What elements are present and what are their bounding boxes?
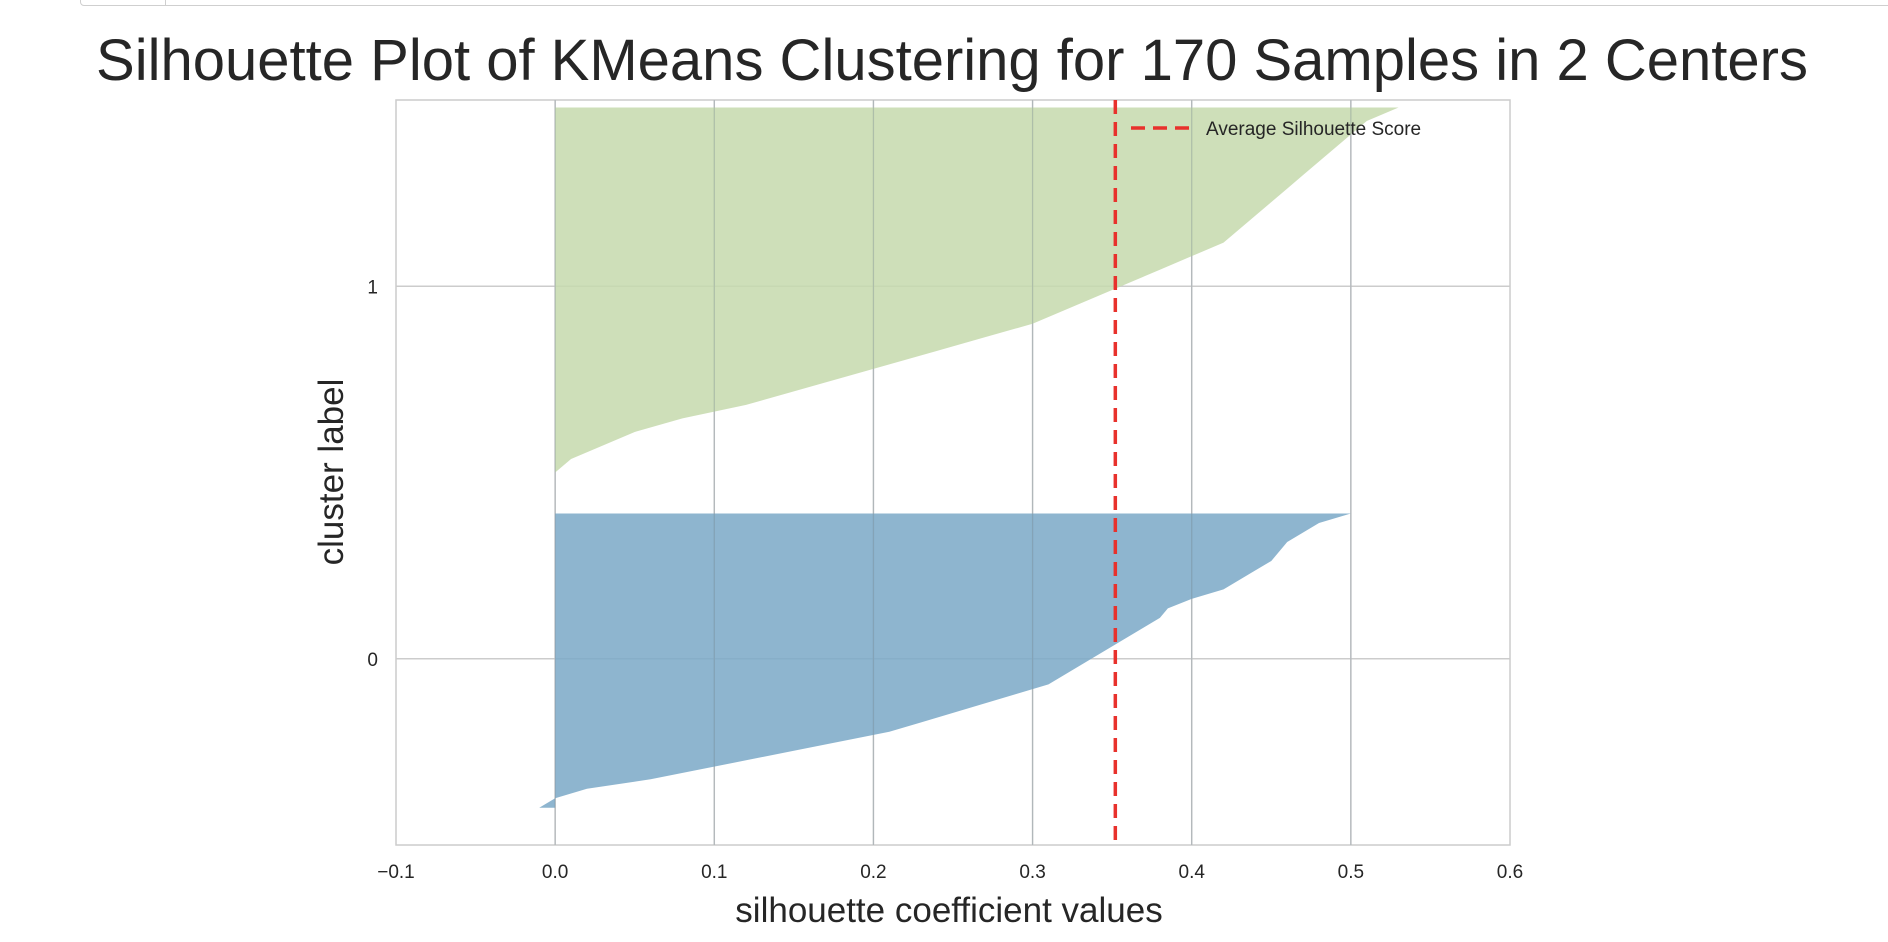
x-tick-label: 0.4 (1179, 862, 1206, 883)
y-tick-label: 0 (367, 650, 378, 671)
x-tick-label: −0.1 (377, 862, 415, 883)
x-tick-label: 0.3 (1019, 862, 1045, 883)
x-tick-label: 0.5 (1338, 862, 1364, 883)
y-tick-label: 1 (367, 277, 378, 298)
y-axis-label: cluster label (312, 379, 351, 566)
x-tick-label: 0.0 (542, 862, 568, 883)
browser-frame-divider (165, 0, 166, 6)
chart-title: Silhouette Plot of KMeans Clustering for… (96, 28, 1808, 93)
x-axis-label: silhouette coefficient values (735, 891, 1162, 930)
browser-frame-edge (80, 0, 1888, 6)
x-tick-label: 0.6 (1497, 862, 1523, 883)
x-tick-labels: −0.1 0.0 0.1 0.2 0.3 0.4 0.5 0.6 (377, 862, 1523, 883)
y-tick-labels: 01 (367, 277, 378, 671)
x-tick-label: 0.1 (701, 862, 727, 883)
cluster-1-silhouette (555, 107, 1399, 473)
cluster-0-silhouette (539, 513, 1351, 808)
cluster-silhouettes (539, 100, 1399, 845)
x-tick-label: 0.2 (860, 862, 886, 883)
legend-average-score-label: Average Silhouette Score (1206, 119, 1421, 140)
legend: Average Silhouette Score (1131, 119, 1421, 140)
